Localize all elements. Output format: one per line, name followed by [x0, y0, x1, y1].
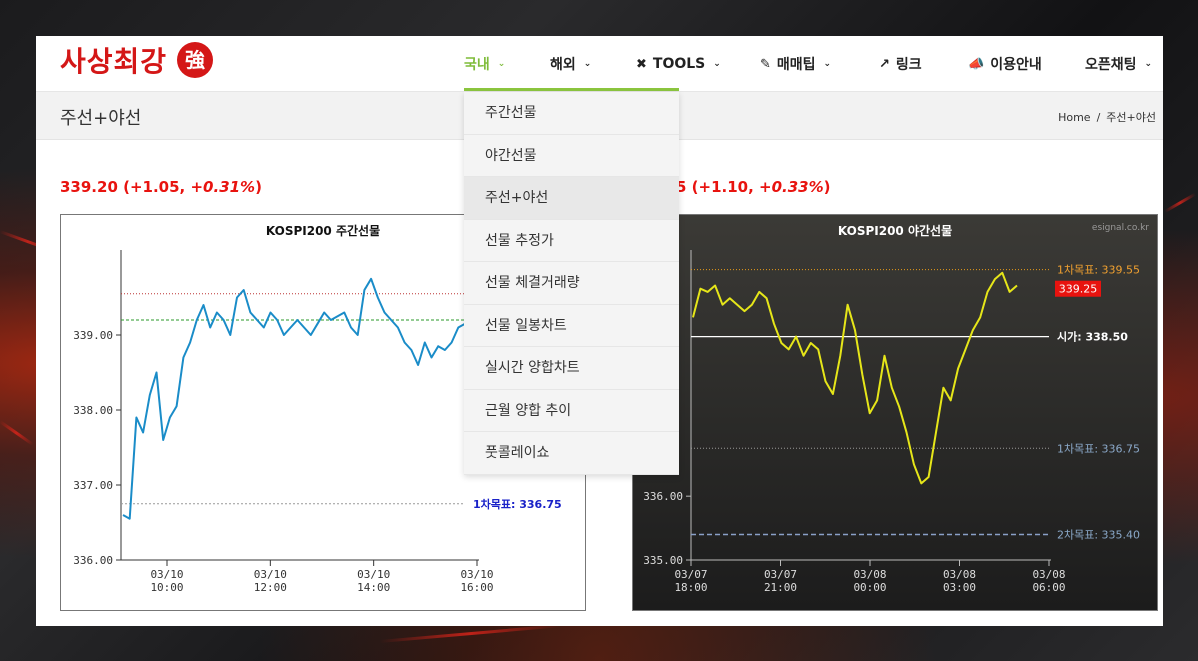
x-tick-time: 18:00: [674, 581, 707, 594]
breadcrumb-separator: /: [1096, 111, 1101, 124]
price-change: (+1.10,: [686, 178, 760, 196]
x-tick-date: 03/08: [1032, 568, 1065, 581]
x-tick-time: 14:00: [357, 581, 390, 594]
night-chart-svg: KOSPI200 야간선물 esignal.co.kr 335.00 336.00 03…: [643, 223, 1149, 594]
site-header: 사상최강 強 국내 ⌄ 해외 ⌄ ✖ TOOLS ⌄ ✎ 매매팁 ⌄ ↗ 링크 …: [36, 36, 1163, 92]
logo-seal-icon: 強: [177, 42, 213, 78]
breadcrumb-current: 주선+야선: [1106, 111, 1156, 124]
x-tick-time: 16:00: [460, 581, 493, 594]
nav-label: 해외: [550, 57, 576, 73]
y-tick-label: 336.00: [643, 490, 683, 503]
price-change: (+1.05,: [123, 178, 191, 196]
domestic-dropdown-menu: 주간선물 야간선물 주선+야선 선물 추정가 선물 체결거래량 선물 일봉차트 실시간 양합…: [464, 92, 679, 475]
price-percent: +0.33%: [759, 178, 824, 196]
nav-active-underline: [464, 88, 679, 91]
chart-title: KOSPI200 주간선물: [266, 223, 380, 238]
price-close: ): [823, 178, 831, 196]
series-line: [692, 271, 1018, 485]
bg-streak: [0, 420, 34, 446]
nav-label: 국내: [464, 57, 490, 73]
y-tick-label: 335.00: [643, 554, 683, 567]
price-value: 5: [676, 178, 687, 196]
nav-trading-tips[interactable]: ✎ 매매팁 ⌄: [760, 36, 831, 92]
reference-label: 2차목표: 335.40: [1057, 528, 1140, 541]
price-percent: +0.31%: [190, 178, 256, 196]
y-tick-label: 337.00: [73, 479, 113, 492]
night-futures-chart: KOSPI200 야간선물 esignal.co.kr 335.00 336.00 03…: [632, 214, 1158, 611]
y-tick-label: 339.00: [73, 329, 113, 342]
x-tick-date: 03/08: [943, 568, 976, 581]
chevron-down-icon: ⌄: [713, 59, 721, 69]
night-futures-price: 5 (+1.10, +0.33%): [676, 178, 830, 196]
x-tick-date: 03/07: [674, 568, 707, 581]
breadcrumb-home[interactable]: Home: [1058, 111, 1091, 124]
dropdown-item[interactable]: 근월 양합 추이: [464, 390, 679, 432]
dropdown-item[interactable]: 선물 체결거래량: [464, 262, 679, 305]
price-close: ): [255, 178, 262, 196]
x-tick-time: 12:00: [254, 581, 287, 594]
x-tick-date: 03/10: [357, 568, 390, 581]
nav-open-chat[interactable]: 오픈채팅 ⌄: [1085, 36, 1152, 92]
nav-domestic[interactable]: 국내 ⌄: [464, 36, 505, 92]
chevron-down-icon: ⌄: [1144, 59, 1153, 69]
site-logo[interactable]: 사상최강: [60, 40, 167, 80]
x-tick-date: 03/08: [853, 568, 886, 581]
x-tick-time: 06:00: [1032, 581, 1065, 594]
y-tick-label: 336.00: [73, 554, 113, 567]
x-tick-date: 03/07: [764, 568, 797, 581]
dropdown-item[interactable]: 선물 추정가: [464, 220, 679, 262]
bg-streak: [379, 624, 560, 643]
dropdown-item[interactable]: 주선+야선: [464, 177, 679, 220]
external-link-icon: ↗: [879, 56, 890, 72]
nav-links[interactable]: ↗ 링크: [879, 36, 922, 92]
tools-icon: ✖: [636, 56, 647, 72]
price-value: 339.20: [60, 178, 118, 196]
reference-label: 1차목표: 339.55: [1057, 264, 1140, 277]
current-price-badge: [1055, 280, 1101, 297]
chart-title: KOSPI200 야간선물: [838, 223, 952, 238]
x-tick-date: 03/10: [254, 568, 287, 581]
x-tick-date: 03/10: [460, 568, 493, 581]
chart-watermark: esignal.co.kr: [1092, 223, 1149, 233]
nav-tools[interactable]: ✖ TOOLS ⌄: [636, 36, 721, 92]
day-futures-price: 339.20 (+1.05, +0.31%): [60, 178, 262, 196]
current-price-label: 339.25: [1059, 283, 1098, 296]
page-title: 주선+야선: [60, 108, 142, 129]
dropdown-item[interactable]: 주간선물: [464, 92, 679, 135]
nav-label: 매매팁: [776, 57, 816, 73]
nav-label: 링크: [895, 57, 922, 73]
dropdown-item[interactable]: 선물 일봉차트: [464, 305, 679, 347]
edit-icon: ✎: [760, 56, 771, 72]
chevron-down-icon: ⌄: [497, 59, 506, 69]
breadcrumb: Home / 주선+야선: [1055, 109, 1159, 125]
main-panel: 사상최강 強 국내 ⌄ 해외 ⌄ ✖ TOOLS ⌄ ✎ 매매팁 ⌄ ↗ 링크 …: [36, 36, 1163, 626]
nav-label: 이용안내: [990, 57, 1042, 73]
bg-streak: [1164, 192, 1197, 213]
x-tick-time: 21:00: [764, 581, 797, 594]
reference-label: 시가: 338.50: [1057, 330, 1128, 344]
series-line: [122, 277, 466, 520]
y-tick-label: 338.00: [73, 404, 113, 417]
chevron-down-icon: ⌄: [823, 59, 832, 69]
nav-label: TOOLS: [652, 56, 706, 72]
x-tick-time: 00:00: [853, 581, 886, 594]
x-tick-time: 10:00: [150, 581, 183, 594]
reference-label: 1차목표: 336.75: [473, 497, 562, 511]
megaphone-icon: 📣: [968, 56, 985, 72]
nav-label: 오픈채팅: [1085, 57, 1137, 73]
x-tick-date: 03/10: [150, 568, 183, 581]
dropdown-item[interactable]: 야간선물: [464, 135, 679, 177]
dropdown-item[interactable]: 풋콜레이쇼: [464, 432, 679, 475]
nav-guide[interactable]: 📣 이용안내: [968, 36, 1042, 92]
logo-text: 사상최강: [60, 45, 168, 78]
chevron-down-icon: ⌄: [583, 59, 592, 69]
dropdown-item[interactable]: 실시간 양합차트: [464, 347, 679, 390]
day-chart-svg: KOSPI200 주간선물 336.00 337.00 338.00 339.00 03/…: [73, 223, 562, 594]
x-tick-time: 03:00: [943, 581, 976, 594]
reference-label: 1차목표: 336.75: [1057, 442, 1140, 455]
nav-overseas[interactable]: 해외 ⌄: [550, 36, 591, 92]
